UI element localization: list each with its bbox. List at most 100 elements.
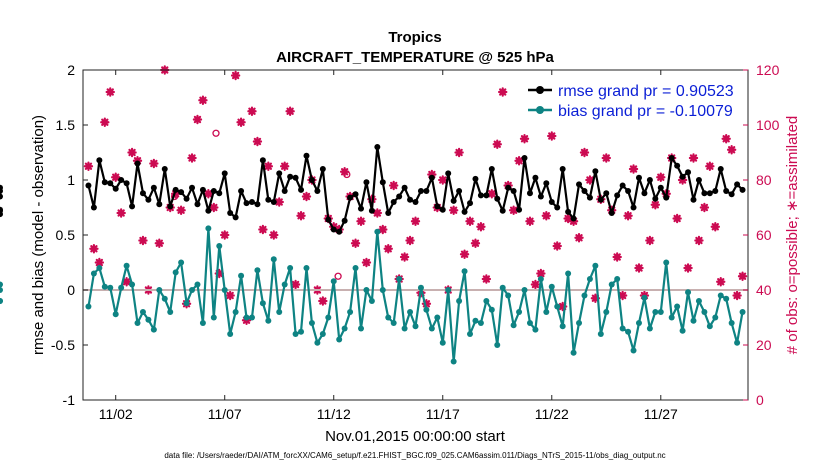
rmse-point (467, 200, 474, 207)
obs-assimilated-marker (634, 263, 644, 273)
legend: rmse grand pr = 0.90523 bias grand pr = … (524, 77, 745, 120)
bias-point (112, 311, 119, 318)
rmse-point (265, 196, 272, 203)
bias-point (390, 320, 397, 326)
bias-point (646, 325, 653, 332)
rmse-point (483, 192, 490, 199)
obs-assimilated-marker (427, 169, 437, 180)
bias-point (292, 331, 299, 337)
obs-assimilated-marker (399, 252, 410, 262)
x-tick-label: 11/02 (99, 406, 133, 422)
obs-assimilated-marker (547, 131, 557, 141)
bias-point (434, 314, 441, 321)
bias-point (368, 298, 375, 304)
rmse-point (417, 188, 424, 194)
obs-assimilated-marker (508, 205, 519, 215)
obs-assimilated-marker (476, 222, 486, 232)
rmse-point (614, 192, 621, 199)
obs-assimilated-marker (105, 87, 115, 97)
rmse-point (543, 180, 550, 187)
rmse-point (85, 182, 92, 189)
bias-point (619, 325, 626, 332)
obs-assimilated-marker (192, 114, 203, 125)
bias-point (603, 309, 610, 315)
bias-point (510, 322, 517, 329)
obs-assimilated-marker (279, 161, 290, 171)
plot-area (83, 70, 748, 400)
obs-assimilated-marker (209, 202, 219, 213)
rmse-point (0, 184, 3, 191)
rmse-point (276, 170, 283, 177)
rmse-point (314, 188, 321, 194)
obs-assimilated-marker (585, 175, 595, 185)
y-axis-label: rmse and bias (model - observation) (30, 115, 47, 355)
bias-point (178, 259, 185, 266)
obs-assimilated-marker (176, 205, 186, 215)
obs-assimilated-marker (247, 106, 257, 116)
bias-point (706, 323, 713, 330)
rmse-point (379, 179, 386, 186)
rmse-point (706, 190, 713, 197)
rmse-point (510, 188, 517, 194)
rmse-point (298, 186, 305, 193)
obs-assimilated-marker (705, 161, 715, 171)
bias-point (221, 287, 228, 293)
bias-point (101, 283, 108, 290)
rmse-point (363, 179, 370, 186)
obs-assimilated-marker (388, 180, 399, 191)
obs-assimilated-marker (220, 230, 230, 240)
rmse-point (407, 196, 414, 203)
rmse-point (129, 203, 136, 210)
bias-point (516, 309, 523, 315)
legend-box (524, 77, 745, 120)
rmse-point (445, 170, 452, 177)
obs-assimilated-marker (525, 216, 535, 226)
obs-assimilated-marker (274, 197, 284, 207)
obs-assimilated-marker (263, 161, 274, 171)
bias-point (319, 331, 326, 337)
rmse-point (663, 194, 670, 201)
obs-assimilated-marker (252, 136, 263, 147)
rmse-point (336, 228, 343, 235)
rmse-point (205, 207, 212, 214)
rmse-point (330, 226, 337, 233)
rmse-point (674, 162, 681, 169)
bias-point (0, 287, 3, 293)
rmse-point (690, 196, 697, 203)
bias-point (614, 276, 621, 282)
x-tick-label: 11/12 (317, 406, 351, 422)
x-tick-label: 11/07 (208, 406, 242, 422)
obs-assimilated-marker (601, 153, 611, 163)
bias-point (134, 320, 141, 326)
rmse-point (505, 184, 512, 191)
rmse-point (189, 184, 196, 191)
obs-assimilated-marker (116, 208, 126, 218)
rmse-point (292, 174, 299, 181)
rmse-point (701, 190, 708, 197)
rmse-point (145, 196, 152, 203)
rmse-point (232, 214, 239, 221)
bias-point (287, 265, 294, 271)
bias-point (674, 303, 681, 310)
obs-assimilated-marker (732, 290, 742, 301)
rmse-point (516, 206, 523, 213)
bias-point (0, 298, 3, 304)
bias-point (679, 327, 686, 334)
rmse-point (347, 194, 354, 201)
bias-point (167, 309, 174, 315)
bias-point (723, 295, 730, 302)
bias-point (548, 283, 555, 290)
obs-assimilated-marker (519, 134, 530, 144)
rmse-point (603, 190, 610, 197)
rmse-point (385, 210, 392, 216)
obs-assimilated-marker (198, 95, 208, 105)
obs-assimilated-marker (89, 244, 99, 254)
rmse-point (554, 204, 561, 211)
bias-point (592, 262, 599, 269)
obs-assimilated-marker (677, 175, 688, 185)
obs-assimilated-marker (285, 106, 295, 116)
bias-point (445, 287, 452, 293)
bias-point (423, 306, 430, 313)
rmse-point (341, 217, 348, 224)
bias-point (663, 259, 670, 266)
